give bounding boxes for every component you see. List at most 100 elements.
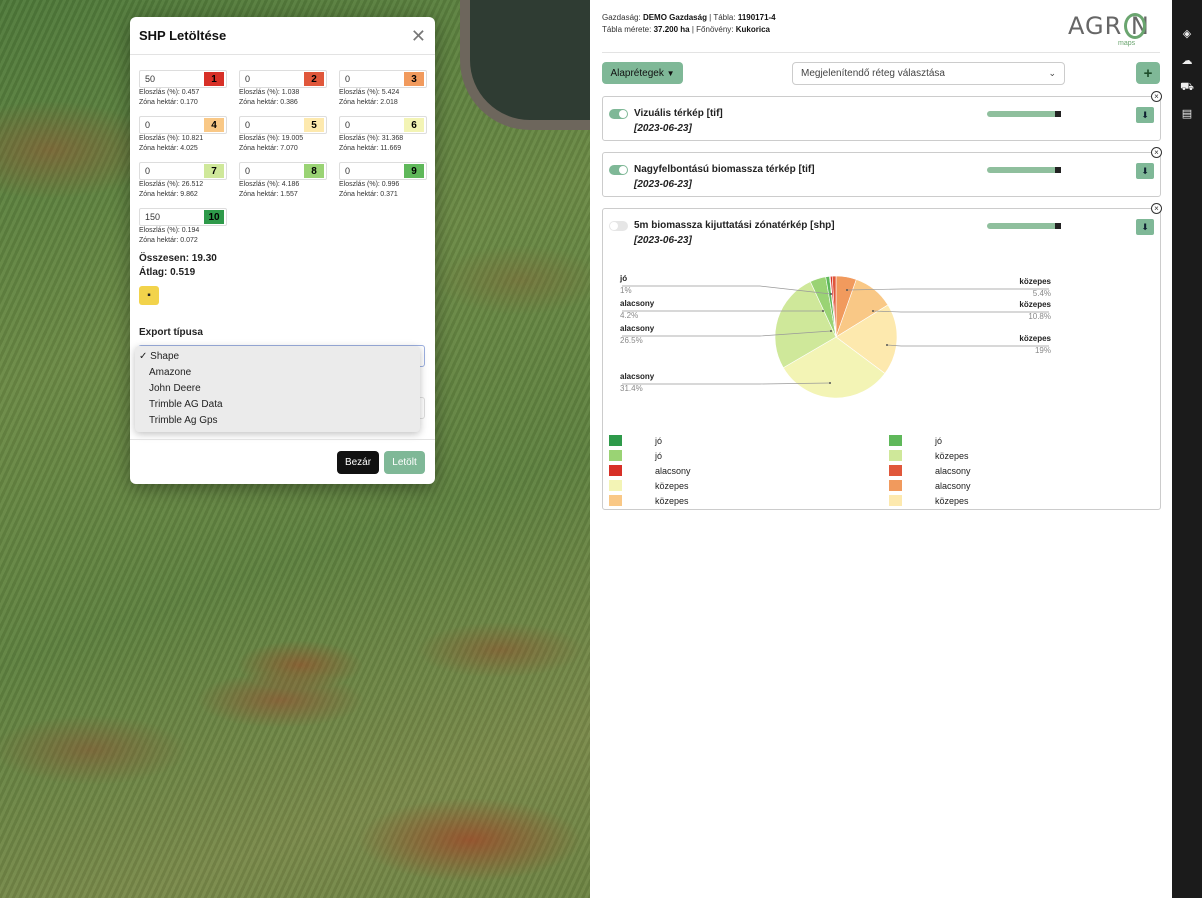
table-label: Tábla: xyxy=(713,13,736,22)
download-icon[interactable]: ⬇ xyxy=(1136,163,1154,179)
remove-layer-icon[interactable]: × xyxy=(1151,203,1162,214)
tractor-icon[interactable]: ⛟ xyxy=(1180,81,1194,93)
pie-slice[interactable] xyxy=(774,281,837,369)
save-button[interactable]: ▪ xyxy=(139,286,159,305)
callout-label: jó xyxy=(619,274,627,283)
farm-label: Gazdaság: xyxy=(602,13,641,22)
zone-8: 0 8 Eloszlás (%): 4.186 Zóna hektár: 1.557 xyxy=(239,162,327,200)
zone-5: 0 5 Eloszlás (%): 19.005 Zóna hektár: 7.070 xyxy=(239,116,327,154)
zone-distribution: Eloszlás (%): 0.194 xyxy=(139,227,200,234)
pie-slice[interactable] xyxy=(835,304,898,374)
modal-footer: Bezár Letölt xyxy=(130,439,435,484)
zone-6: 0 6 Eloszlás (%): 31.368 Zóna hektár: 11.66… xyxy=(339,116,427,154)
callout-dot xyxy=(830,330,832,332)
export-option-label: Shape xyxy=(150,351,180,362)
layer-toggle[interactable] xyxy=(609,109,628,119)
side-toolbar: ◈ ☁ ⛟ ▤ xyxy=(1172,0,1202,898)
callout-dot xyxy=(846,289,848,291)
export-option[interactable]: Trimble Ag Gps xyxy=(149,415,218,426)
legend-label: közepes xyxy=(935,450,969,461)
legend-swatch xyxy=(609,480,622,491)
field-size: 37.200 ha xyxy=(653,25,690,34)
legend-swatch xyxy=(889,465,902,476)
base-layers-button[interactable]: Alaprétegek ▼ xyxy=(602,62,683,84)
weather-icon[interactable]: ☁ xyxy=(1181,55,1193,67)
close-icon[interactable]: ✕ xyxy=(410,25,426,46)
legend-item: közepes xyxy=(609,478,689,493)
zone-value-input[interactable]: 150 10 xyxy=(139,208,227,226)
callout-line xyxy=(622,285,832,295)
zone-hectare: Zóna hektár: 0.386 xyxy=(239,99,298,106)
crop-label: Főnövény: xyxy=(696,25,734,34)
download-icon[interactable]: ⬇ xyxy=(1136,219,1154,235)
legend-label: közepes xyxy=(935,495,969,506)
zone-number-badge: 6 xyxy=(404,118,424,132)
zone-7: 0 7 Eloszlás (%): 26.512 Zóna hektár: 9.862 xyxy=(139,162,227,200)
zone-number-badge: 8 xyxy=(304,164,324,178)
callout-dot xyxy=(822,310,824,312)
legend-swatch xyxy=(609,495,622,506)
pie-slice[interactable] xyxy=(831,275,837,338)
opacity-slider[interactable] xyxy=(987,223,1061,229)
opacity-slider[interactable] xyxy=(987,111,1061,117)
download-icon[interactable]: ⬇ xyxy=(1136,107,1154,123)
header-divider xyxy=(602,52,1160,53)
close-button[interactable]: Bezár xyxy=(337,451,379,474)
layer-toggle[interactable] xyxy=(609,221,628,231)
add-layer-button[interactable]: + xyxy=(1136,62,1160,84)
layer-title: Vizuális térkép [tif] xyxy=(634,108,723,119)
legend-item: alacsony xyxy=(889,463,971,478)
zone-2: 0 2 Eloszlás (%): 1.038 Zóna hektár: 0.386 xyxy=(239,70,327,108)
opacity-slider[interactable] xyxy=(987,167,1061,173)
layer-card-biomass: Nagyfelbontású biomassza térkép [tif] [2… xyxy=(602,147,1162,197)
export-option[interactable]: Trimble AG Data xyxy=(149,399,223,410)
callout-label: alacsony xyxy=(620,299,655,308)
chevron-down-icon: ⌄ xyxy=(1048,68,1056,78)
zone-totals: Összesen: 19.30 Átlag: 0.519 xyxy=(139,252,217,280)
callout-percent: 31.4% xyxy=(620,384,643,393)
modal-header: SHP Letöltése ✕ xyxy=(130,17,435,55)
layer-select[interactable]: Megjelenítendő réteg választása ⌄ xyxy=(792,62,1065,85)
zone-value: 150 xyxy=(145,212,161,222)
zone-value-input[interactable]: 50 1 xyxy=(139,70,227,88)
remove-layer-icon[interactable]: × xyxy=(1151,91,1162,102)
zone-hectare: Zóna hektár: 0.371 xyxy=(339,191,398,198)
legend-label: jó xyxy=(655,435,663,446)
callout-line xyxy=(622,382,831,385)
zone-value: 0 xyxy=(145,120,151,130)
export-option[interactable]: John Deere xyxy=(149,383,201,394)
legend-label: jó xyxy=(935,435,943,446)
crop-name: Kukorica xyxy=(735,25,770,34)
pie-slice[interactable] xyxy=(782,336,886,399)
layer-date: [2023-06-23] xyxy=(634,179,692,190)
zone-number-badge: 5 xyxy=(304,118,324,132)
layers-icon[interactable]: ◈ xyxy=(1182,28,1192,40)
zone-hectare: Zóna hektár: 0.072 xyxy=(139,237,198,244)
download-button[interactable]: Letölt xyxy=(384,451,425,474)
export-option[interactable]: Amazone xyxy=(149,367,192,378)
zone-distribution: Eloszlás (%): 0.996 xyxy=(339,181,400,188)
export-option[interactable]: ✓ Shape xyxy=(135,349,420,365)
zone-value: 0 xyxy=(245,74,251,84)
total-value: Összesen: 19.30 xyxy=(139,253,217,264)
book-icon[interactable]: ▤ xyxy=(1181,108,1193,120)
legend-swatch xyxy=(609,465,622,476)
legend-swatch xyxy=(609,435,622,446)
legend-item: közepes xyxy=(889,493,969,508)
zone-3: 0 3 Eloszlás (%): 5.424 Zóna hektár: 2.018 xyxy=(339,70,427,108)
legend-swatch xyxy=(889,495,902,506)
modal-title: SHP Letöltése xyxy=(139,28,227,43)
remove-layer-icon[interactable]: × xyxy=(1151,147,1162,158)
layer-toggle[interactable] xyxy=(609,165,628,175)
table-id: 1190171-4 xyxy=(737,13,776,22)
callout-line xyxy=(886,344,1049,347)
callout-label: alacsony xyxy=(620,372,655,381)
